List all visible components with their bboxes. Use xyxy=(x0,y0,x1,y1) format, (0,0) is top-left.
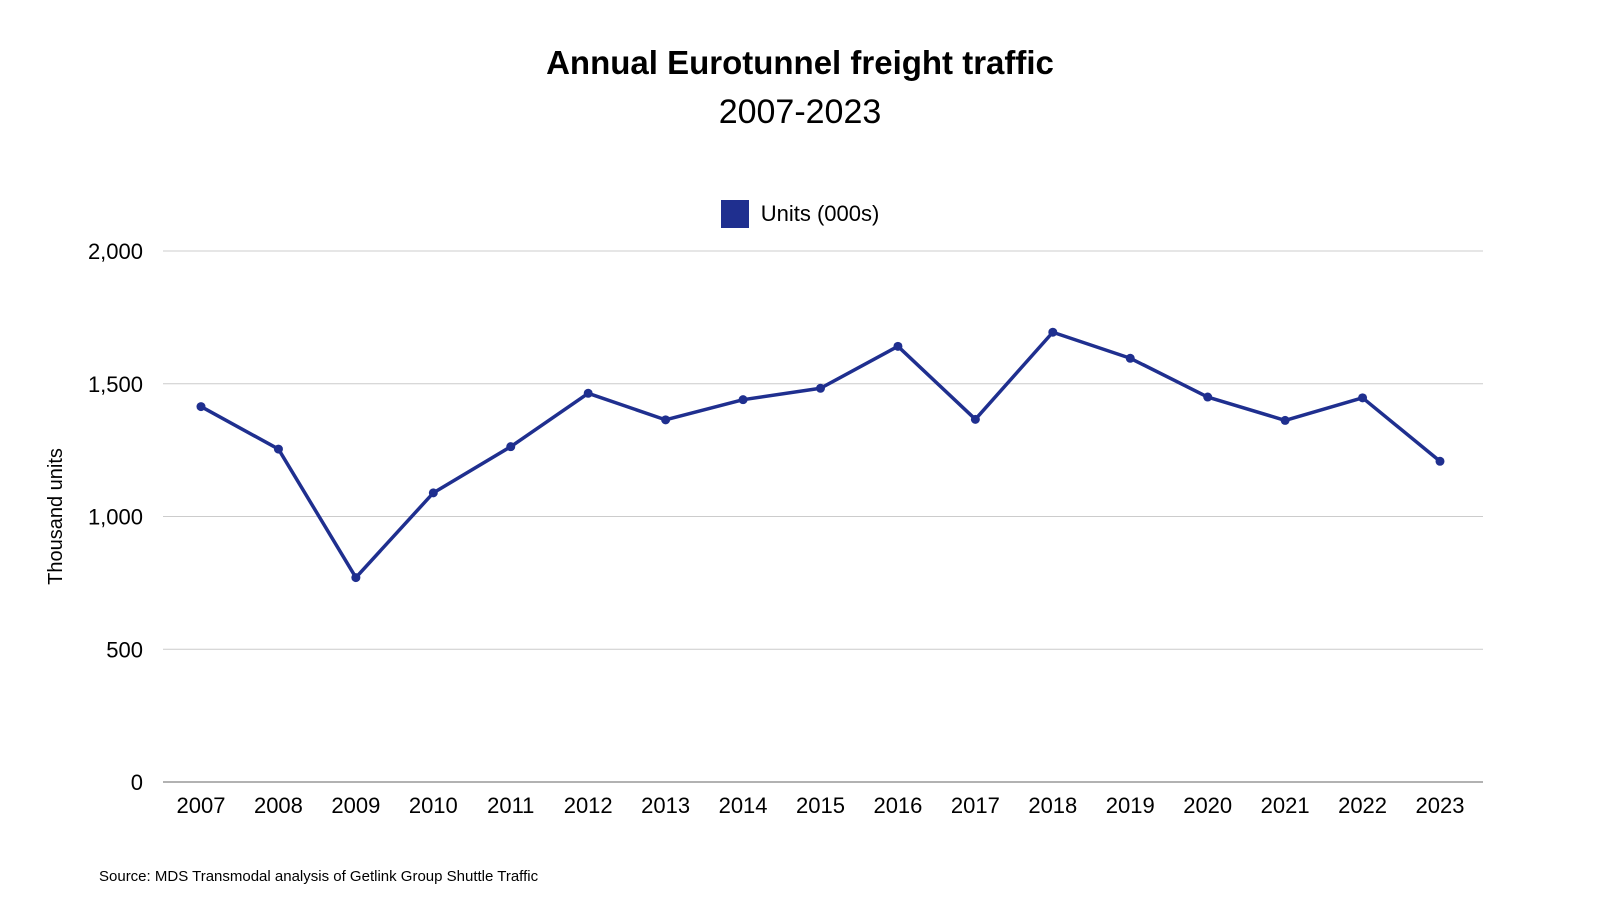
data-point xyxy=(351,573,361,583)
x-tick-label: 2020 xyxy=(1183,793,1232,818)
data-point xyxy=(893,341,903,351)
data-point xyxy=(506,442,516,452)
data-point xyxy=(738,395,748,405)
data-point xyxy=(583,388,593,398)
data-point xyxy=(1358,393,1368,403)
data-point xyxy=(1125,353,1135,363)
x-tick-label: 2019 xyxy=(1106,793,1155,818)
x-tick-label: 2023 xyxy=(1416,793,1465,818)
x-tick-label: 2011 xyxy=(487,793,534,818)
x-tick-label: 2015 xyxy=(796,793,845,818)
x-tick-label: 2021 xyxy=(1261,793,1310,818)
data-point xyxy=(1435,456,1445,466)
data-point xyxy=(970,414,980,424)
y-tick-label: 500 xyxy=(106,637,143,662)
data-point xyxy=(1280,415,1290,425)
data-point xyxy=(1203,392,1213,402)
x-tick-label: 2013 xyxy=(641,793,690,818)
y-tick-label: 2,000 xyxy=(88,239,143,264)
data-point xyxy=(661,415,671,425)
y-tick-label: 1,000 xyxy=(88,505,143,530)
x-tick-label: 2017 xyxy=(951,793,1000,818)
data-point xyxy=(816,383,825,393)
x-tick-label: 2009 xyxy=(331,793,380,818)
legend-swatch xyxy=(720,200,749,228)
data-point xyxy=(196,402,206,412)
series-line xyxy=(200,330,1442,580)
x-tick-label: 2012 xyxy=(564,793,613,818)
source-note: Source: MDS Transmodal analysis of Getli… xyxy=(99,868,539,885)
x-tick-label: 2014 xyxy=(719,793,768,818)
y-axis-label: Thousand units xyxy=(45,448,67,585)
x-tick-label: 2008 xyxy=(254,793,303,818)
y-tick-label: 1,500 xyxy=(88,372,143,397)
y-tick-label: 0 xyxy=(131,770,143,795)
data-point xyxy=(1048,327,1058,337)
legend-label: Units (000s) xyxy=(760,201,880,226)
chart-title: Annual Eurotunnel freight traffic xyxy=(546,44,1054,81)
data-point xyxy=(428,488,438,498)
x-tick-label: 2010 xyxy=(409,793,458,818)
x-tick-label: 2018 xyxy=(1028,793,1077,818)
data-point xyxy=(273,444,283,454)
chart-subtitle: 2007-2023 xyxy=(718,93,882,131)
x-tick-label: 2016 xyxy=(873,793,922,818)
legend: Units (000s) xyxy=(0,200,1600,228)
x-tick-label: 2007 xyxy=(177,793,226,818)
x-tick-label: 2022 xyxy=(1338,793,1387,818)
